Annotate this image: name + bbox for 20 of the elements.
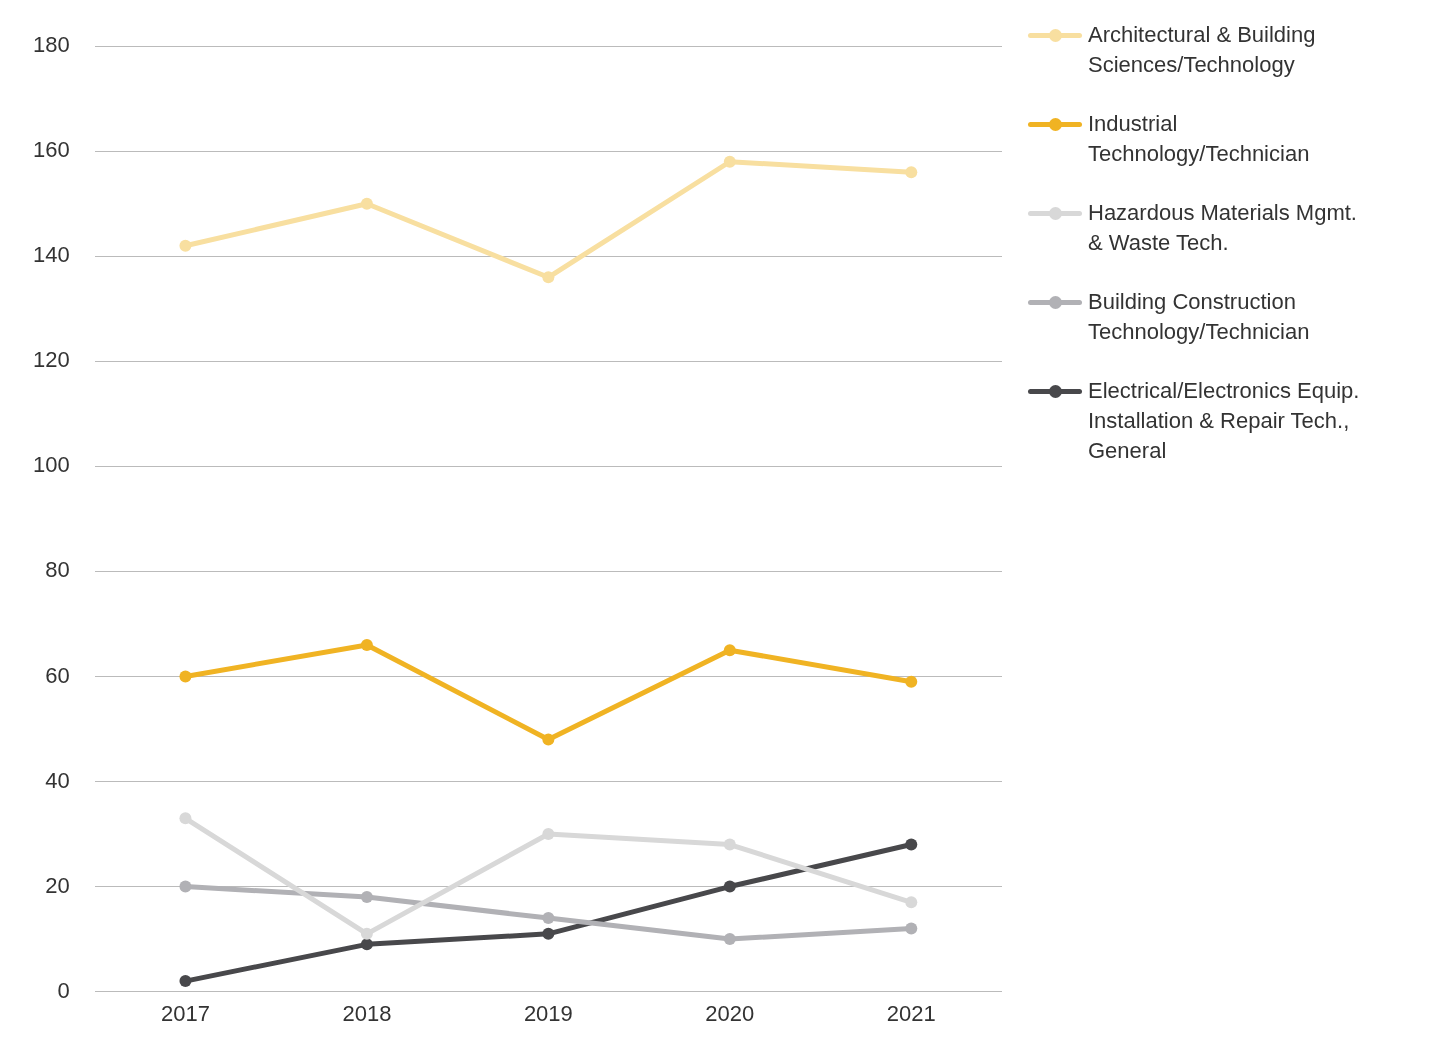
x-tick-label: 2017 — [160, 1000, 210, 1026]
x-tick-label: 2020 — [705, 1000, 755, 1026]
y-tick-label: 0 — [57, 977, 70, 1003]
y-tick-label: 140 — [32, 242, 70, 268]
x-tick-label: 2018 — [342, 1000, 392, 1026]
legend-label: Industrial Technology/Technician — [1088, 110, 1311, 168]
y-tick-label: 180 — [32, 32, 70, 58]
x-tick-label: 2021 — [886, 1000, 936, 1026]
y-tick-label: 100 — [32, 452, 70, 478]
y-tick-label: 60 — [45, 662, 70, 688]
legend-label: Building Construction Technology/Technician — [1088, 288, 1311, 346]
legend-label: Electrical/Electronics Equip. Installation & Repair Tech., General — [1088, 377, 1361, 465]
y-tick-label: 120 — [32, 347, 70, 373]
y-tick-label: 20 — [45, 872, 70, 898]
y-tick-label: 160 — [32, 137, 70, 163]
y-tick-label: 40 — [45, 767, 70, 793]
x-tick-label: 2019 — [523, 1000, 573, 1026]
legend-label: Hazardous Materials Mgmt. & Waste Tech. — [1088, 199, 1358, 257]
legend-label: Architectural & Building Sciences/Technology — [1088, 21, 1317, 79]
y-tick-label: 80 — [45, 557, 70, 583]
